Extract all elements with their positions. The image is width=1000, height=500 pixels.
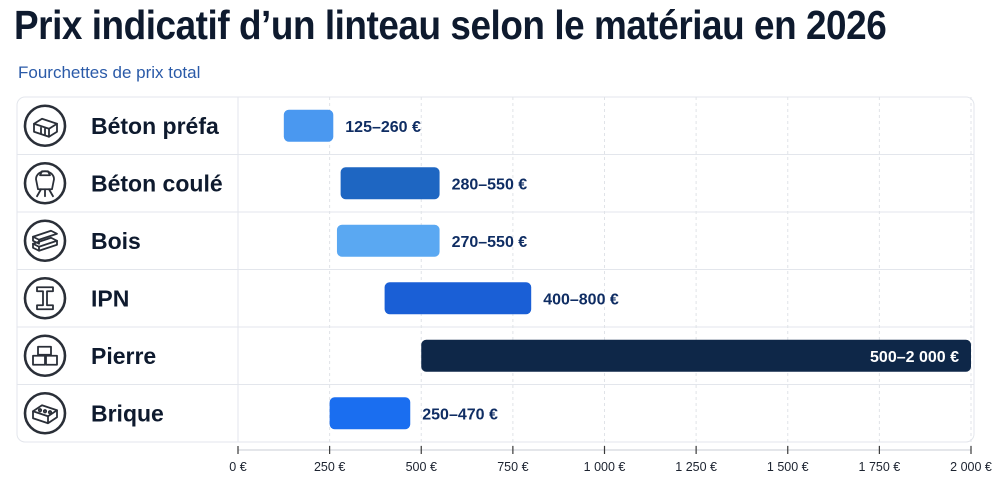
x-tick-label: 1 250 € <box>675 460 717 474</box>
category-label: Béton coulé <box>91 170 223 196</box>
x-tick-label: 1 750 € <box>859 460 901 474</box>
x-tick-label: 2 000 € <box>950 460 992 474</box>
concrete-block-icon <box>23 104 67 148</box>
range-value-label: 125–260 € <box>345 119 421 136</box>
range-bar <box>336 224 440 257</box>
concrete-mixer-icon <box>23 161 67 205</box>
chart-subtitle: Fourchettes de prix total <box>18 63 201 82</box>
range-value-label: 500–2 000 € <box>870 349 959 366</box>
chart-title: Prix indicatif d’un linteau selon le mat… <box>14 2 887 48</box>
range-value-label: 400–800 € <box>543 291 619 308</box>
range-value-label: 270–550 € <box>452 234 528 251</box>
x-tick-label: 1 500 € <box>767 460 809 474</box>
range-bar <box>283 109 334 142</box>
category-label: Bois <box>91 228 141 254</box>
range-value-label: 250–470 € <box>422 406 498 423</box>
x-tick-label: 500 € <box>406 460 437 474</box>
stone-blocks-icon <box>23 334 67 378</box>
range-bar <box>340 167 440 200</box>
icon-ring <box>23 219 67 263</box>
icon-ring <box>23 104 67 148</box>
range-bar <box>329 397 411 430</box>
x-tick-label: 1 000 € <box>584 460 626 474</box>
range-value-label: 280–550 € <box>452 176 528 193</box>
category-label: IPN <box>91 285 129 311</box>
wood-planks-icon <box>23 219 67 263</box>
x-tick-label: 250 € <box>314 460 345 474</box>
category-label: Pierre <box>91 343 156 369</box>
range-bar <box>421 339 971 372</box>
brick-icon <box>23 391 67 435</box>
steel-beam-icon <box>23 276 67 320</box>
x-tick-label: 750 € <box>497 460 528 474</box>
icon-ring <box>23 276 67 320</box>
range-bar <box>384 282 532 315</box>
category-label: Béton préfa <box>91 113 219 139</box>
x-tick-label: 0 € <box>229 460 246 474</box>
icon-ring <box>23 161 67 205</box>
category-label: Brique <box>91 400 164 426</box>
